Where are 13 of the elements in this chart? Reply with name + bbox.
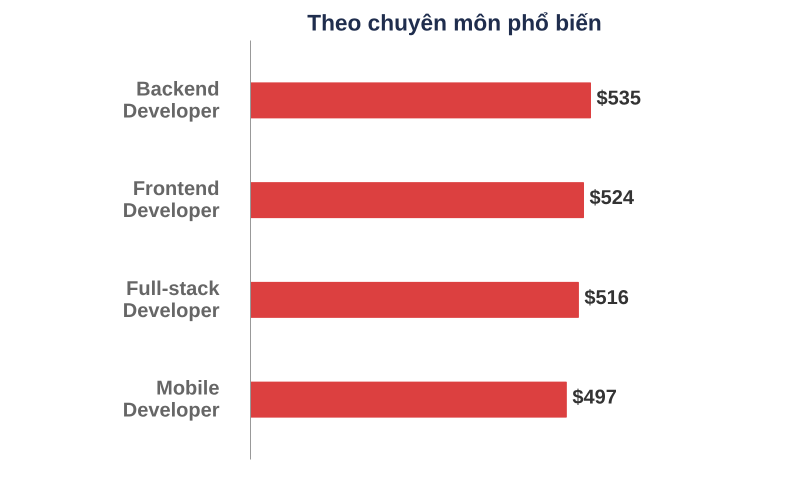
bar bbox=[250, 282, 579, 318]
chart-title: Theo chuyên môn phổ biến bbox=[307, 10, 602, 36]
y-tick-label: Frontend Developer bbox=[122, 178, 220, 222]
data-label: $516 bbox=[584, 286, 629, 309]
data-label: $497 bbox=[572, 386, 617, 409]
bar bbox=[250, 182, 584, 218]
bar bbox=[250, 82, 591, 118]
data-label: $535 bbox=[596, 87, 641, 110]
y-tick-label: Mobile Developer bbox=[122, 378, 220, 422]
bar bbox=[250, 382, 567, 418]
y-tick-label: Full-stack Developer bbox=[122, 278, 220, 322]
data-label: $524 bbox=[590, 187, 635, 210]
y-tick-label: Backend Developer bbox=[122, 78, 220, 122]
